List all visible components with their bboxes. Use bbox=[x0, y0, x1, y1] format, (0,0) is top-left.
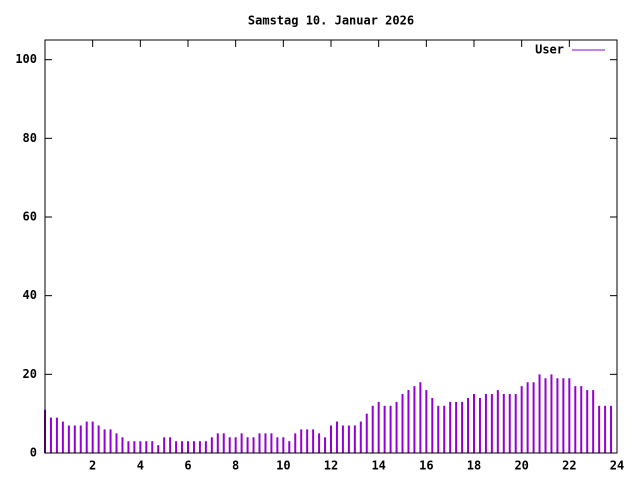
x-tick-label: 14 bbox=[371, 459, 385, 473]
y-tick-label: 60 bbox=[23, 210, 37, 224]
y-tick-label: 100 bbox=[15, 52, 37, 66]
y-tick-label: 0 bbox=[30, 446, 37, 460]
y-tick-label: 20 bbox=[23, 367, 37, 381]
x-tick-label: 16 bbox=[419, 459, 433, 473]
x-tick-label: 4 bbox=[137, 459, 144, 473]
y-tick-label: 40 bbox=[23, 288, 37, 302]
x-tick-label: 2 bbox=[89, 459, 96, 473]
x-tick-label: 8 bbox=[232, 459, 239, 473]
x-tick-label: 10 bbox=[276, 459, 290, 473]
x-tick-label: 18 bbox=[467, 459, 481, 473]
y-tick-label: 80 bbox=[23, 131, 37, 145]
x-tick-label: 12 bbox=[324, 459, 338, 473]
plot-border bbox=[44, 39, 618, 454]
x-tick-label: 6 bbox=[184, 459, 191, 473]
x-tick-label: 20 bbox=[514, 459, 528, 473]
x-tick-label: 24 bbox=[610, 459, 624, 473]
chart-title: Samstag 10. Januar 2026 bbox=[248, 14, 414, 28]
legend-label: User bbox=[535, 43, 564, 57]
x-tick-label: 22 bbox=[562, 459, 576, 473]
